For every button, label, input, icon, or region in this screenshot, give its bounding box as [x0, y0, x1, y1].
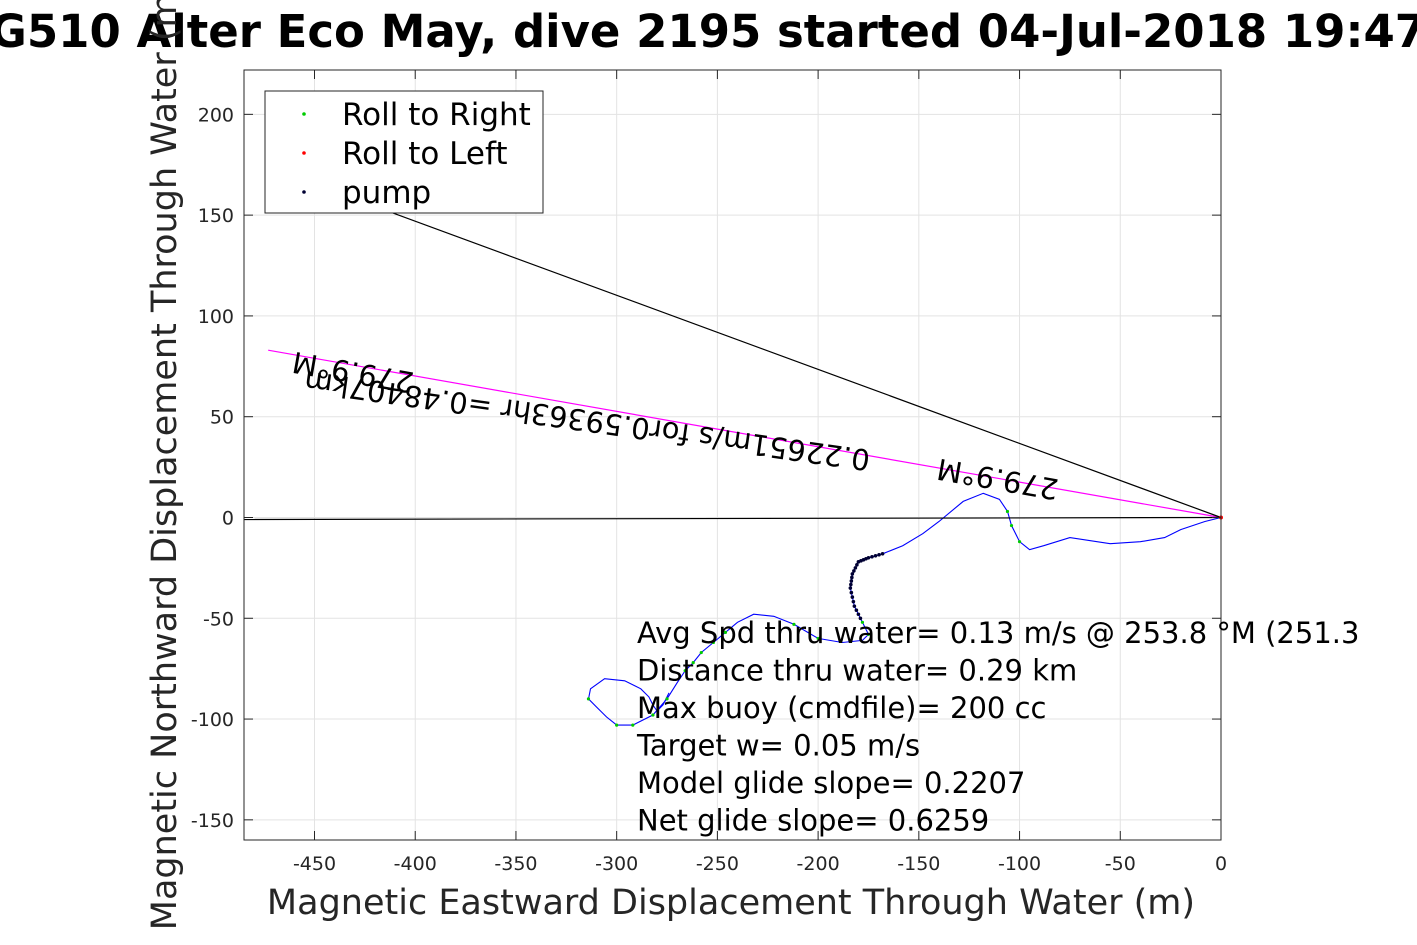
- x-axis-ticks: -450 -400 -350 -300 -250 -200 -150 -100 -50 0: [293, 70, 1227, 875]
- legend-label-1: Roll to Right: [342, 97, 531, 133]
- legend-label-2: Roll to Left: [342, 136, 508, 172]
- stats-line-3: Max buoy (cmdfile)= 200 cc: [637, 691, 1046, 725]
- pump-marker: [856, 612, 861, 617]
- pump-marker: [852, 569, 856, 573]
- roll-right-marker: [816, 636, 820, 641]
- pump-marker: [850, 572, 855, 576]
- pump-marker: [849, 579, 854, 583]
- pump-marker: [870, 554, 874, 559]
- roll-right-marker: [631, 723, 635, 727]
- y-tick-label: -150: [191, 810, 234, 832]
- pump-marker: [850, 575, 854, 580]
- roll-right-marker: [683, 669, 687, 673]
- roll-right-marker: [699, 650, 703, 655]
- roll-right-marker: [615, 723, 619, 727]
- roll-right-marker: [860, 620, 865, 624]
- y-axis-label: Magnetic Northward Displacement Through …: [145, 0, 185, 930]
- pump-marker: [880, 551, 885, 556]
- legend-marker-2: [302, 151, 306, 155]
- pump-marker: [852, 604, 857, 608]
- pump-marker: [858, 616, 863, 621]
- x-tick-label: -400: [394, 853, 437, 875]
- roll-right-marker: [866, 632, 871, 636]
- roll-right-marker: [665, 697, 669, 701]
- y-tick-label: 200: [198, 104, 234, 126]
- stats-line-5: Model glide slope= 0.2207: [637, 766, 1025, 800]
- x-tick-label: 0: [1215, 853, 1227, 875]
- series-line-3: [354, 198, 1222, 519]
- stats-line-6: Net glide slope= 0.6259: [637, 804, 989, 838]
- stats-line-4: Target w= 0.05 m/s: [636, 729, 920, 763]
- chart-title: G510 Alter Eco May, dive 2195 started 04…: [0, 5, 1417, 58]
- plot-frame: [243, 69, 1222, 841]
- legend-box: [264, 90, 544, 214]
- y-tick-label: -100: [191, 709, 234, 731]
- y-tick-label: 150: [198, 205, 234, 227]
- x-tick-label: -200: [797, 853, 840, 875]
- pump-marker: [848, 586, 853, 590]
- series-line-4: [243, 516, 1222, 521]
- legend-marker-3: [302, 190, 306, 194]
- pump-marker: [849, 582, 853, 587]
- pump-marker: [851, 599, 856, 604]
- y-tick-label: 50: [210, 407, 234, 429]
- x-tick-label: -350: [494, 853, 537, 875]
- series-line-2: [268, 349, 1222, 519]
- y-tick-label: 100: [198, 306, 234, 328]
- pump-marker: [853, 566, 858, 570]
- legend-label-3: pump: [342, 175, 431, 211]
- x-tick-label: -50: [1105, 853, 1136, 875]
- y-tick-label: 0: [222, 507, 234, 529]
- pump-marker: [873, 553, 878, 558]
- roll-right-marker: [711, 640, 715, 645]
- x-tick-label: -150: [897, 853, 940, 875]
- x-axis-label: Magnetic Eastward Displacement Through W…: [267, 883, 1195, 923]
- pump-marker: [856, 560, 861, 564]
- x-tick-label: -250: [696, 853, 739, 875]
- roll-right-marker: [691, 661, 695, 665]
- stats-line-2: Distance thru water= 0.29 km: [637, 654, 1077, 688]
- roll-right-marker: [723, 630, 728, 634]
- stats-text-block: Avg Spd thru water= 0.13 m/s @ 253.8 °M …: [636, 616, 1359, 838]
- x-tick-label: -450: [293, 853, 336, 875]
- roll-right-marker: [586, 697, 591, 701]
- pump-marker: [855, 563, 859, 567]
- stats-line-1: Avg Spd thru water= 0.13 m/s @ 253.8 °M …: [637, 616, 1359, 650]
- pump-marker: [850, 595, 855, 599]
- y-axis-ticks: -150 -100 -50 0 50 100 150 200: [191, 104, 1221, 832]
- y-tick-label: -50: [203, 608, 234, 630]
- x-tick-label: -300: [595, 853, 638, 875]
- x-tick-label: -100: [998, 853, 1041, 875]
- roll-right-marker: [1005, 509, 1010, 514]
- pump-marker: [854, 608, 859, 613]
- roll-right-marker: [792, 622, 796, 626]
- roll-right-marker: [651, 713, 655, 717]
- pump-marker: [877, 552, 881, 557]
- roll-right-marker: [1009, 523, 1014, 528]
- legend-marker-1: [302, 112, 306, 116]
- series-markers: [586, 509, 1223, 727]
- roll-right-marker: [1017, 540, 1022, 544]
- pump-marker: [849, 590, 854, 595]
